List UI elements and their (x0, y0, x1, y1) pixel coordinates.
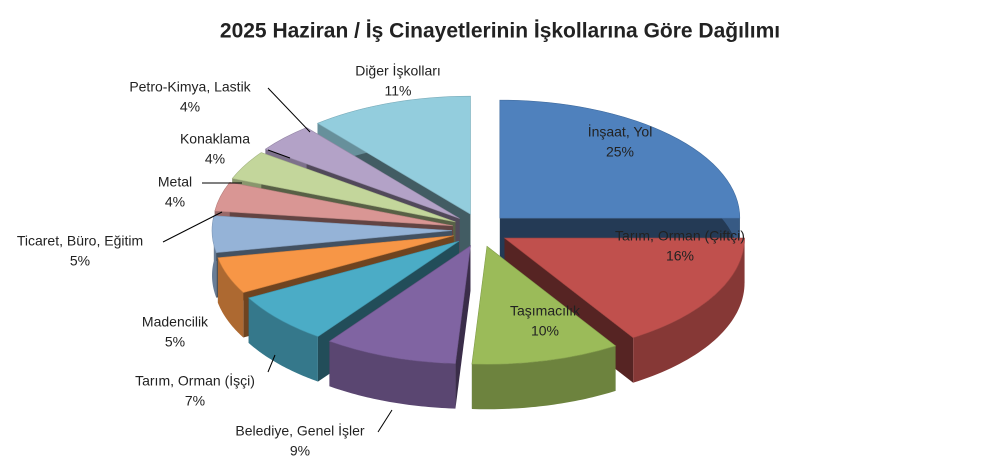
slice (264, 127, 460, 219)
leader-line (267, 87, 311, 133)
value-label: 10% (531, 323, 559, 339)
slice-label: Taşımacılık (510, 303, 581, 319)
value-label: 5% (70, 253, 90, 269)
slice-label: Konaklama (180, 131, 250, 147)
slice-side (329, 341, 456, 409)
slice-side (471, 345, 616, 410)
slice (316, 95, 471, 215)
leader-line (267, 149, 291, 159)
slice-label: Tarım, Orman (Çiftçi) (615, 228, 745, 244)
value-label: 4% (205, 151, 225, 167)
value-label: 16% (666, 248, 694, 264)
slice (328, 245, 471, 364)
slice-label: Tarım, Orman (İşçi) (135, 372, 255, 389)
slice-label: Madencilik (142, 314, 209, 330)
leader-line (162, 211, 223, 243)
value-label: 5% (165, 334, 185, 350)
slice (499, 99, 741, 219)
slice-label: Metal (158, 174, 192, 190)
value-label: 11% (385, 83, 412, 99)
slice-label: Belediye, Genel İşler (235, 422, 365, 439)
slice-label: Petro-Kimya, Lastik (129, 79, 251, 95)
slice (248, 240, 460, 337)
slice (471, 245, 617, 365)
slice (503, 237, 745, 339)
slice-label: İnşaat, Yol (588, 123, 653, 140)
slice-label: Ticaret, Büro, Eğitim (17, 233, 143, 249)
leader-line (377, 409, 393, 433)
value-label: 25% (606, 144, 634, 160)
value-label: 4% (180, 99, 200, 115)
slice-side (633, 238, 745, 383)
chart-title: 2025 Haziran / İş Cinayetlerinin İşkolla… (220, 20, 780, 43)
slice-side (248, 297, 318, 382)
slice-label: Diğer İşkolları (355, 62, 441, 79)
value-label: 9% (290, 443, 310, 459)
slice-side (217, 257, 244, 338)
slice (214, 182, 453, 227)
slice (217, 235, 454, 293)
value-label: 7% (185, 393, 205, 409)
value-label: 4% (165, 194, 185, 210)
leader-line (267, 354, 276, 373)
slice (231, 152, 456, 223)
